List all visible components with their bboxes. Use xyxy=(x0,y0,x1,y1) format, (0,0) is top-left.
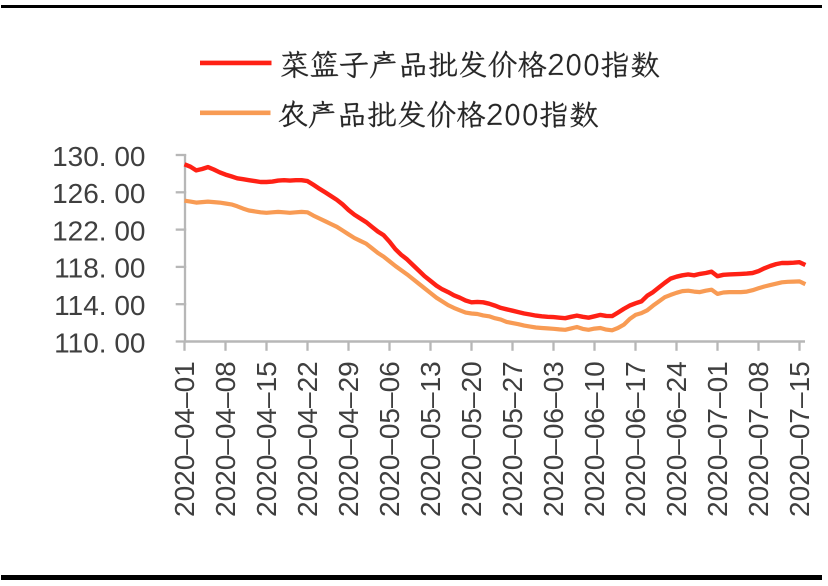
svg-text:2020–05–06: 2020–05–06 xyxy=(374,361,405,517)
svg-text:2020–07–01: 2020–07–01 xyxy=(702,361,733,517)
svg-text:2020–06–10: 2020–06–10 xyxy=(579,361,610,517)
svg-text:2020–05–13: 2020–05–13 xyxy=(415,361,446,517)
svg-text:2020–04–15: 2020–04–15 xyxy=(251,361,282,517)
svg-text:2020–05–20: 2020–05–20 xyxy=(456,361,487,517)
svg-text:2020–04–29: 2020–04–29 xyxy=(333,361,364,517)
svg-text:2020–06–17: 2020–06–17 xyxy=(620,361,651,517)
svg-text:2020–04–01: 2020–04–01 xyxy=(169,361,200,517)
svg-text:2020–04–08: 2020–04–08 xyxy=(210,361,241,517)
svg-text:2020–07–15: 2020–07–15 xyxy=(784,361,815,517)
svg-text:118. 00: 118. 00 xyxy=(54,253,145,284)
svg-text:126. 00: 126. 00 xyxy=(52,178,145,209)
svg-text:2020–06–03: 2020–06–03 xyxy=(538,361,569,517)
svg-text:2020–05–27: 2020–05–27 xyxy=(497,361,528,517)
svg-text:110. 00: 110. 00 xyxy=(54,327,145,358)
svg-text:130. 00: 130. 00 xyxy=(52,141,145,172)
svg-text:2020–06–24: 2020–06–24 xyxy=(661,361,692,517)
svg-text:122. 00: 122. 00 xyxy=(52,215,145,246)
svg-text:114. 00: 114. 00 xyxy=(54,290,145,321)
svg-text:2020–07–08: 2020–07–08 xyxy=(743,361,774,517)
svg-text:2020–04–22: 2020–04–22 xyxy=(292,361,323,517)
